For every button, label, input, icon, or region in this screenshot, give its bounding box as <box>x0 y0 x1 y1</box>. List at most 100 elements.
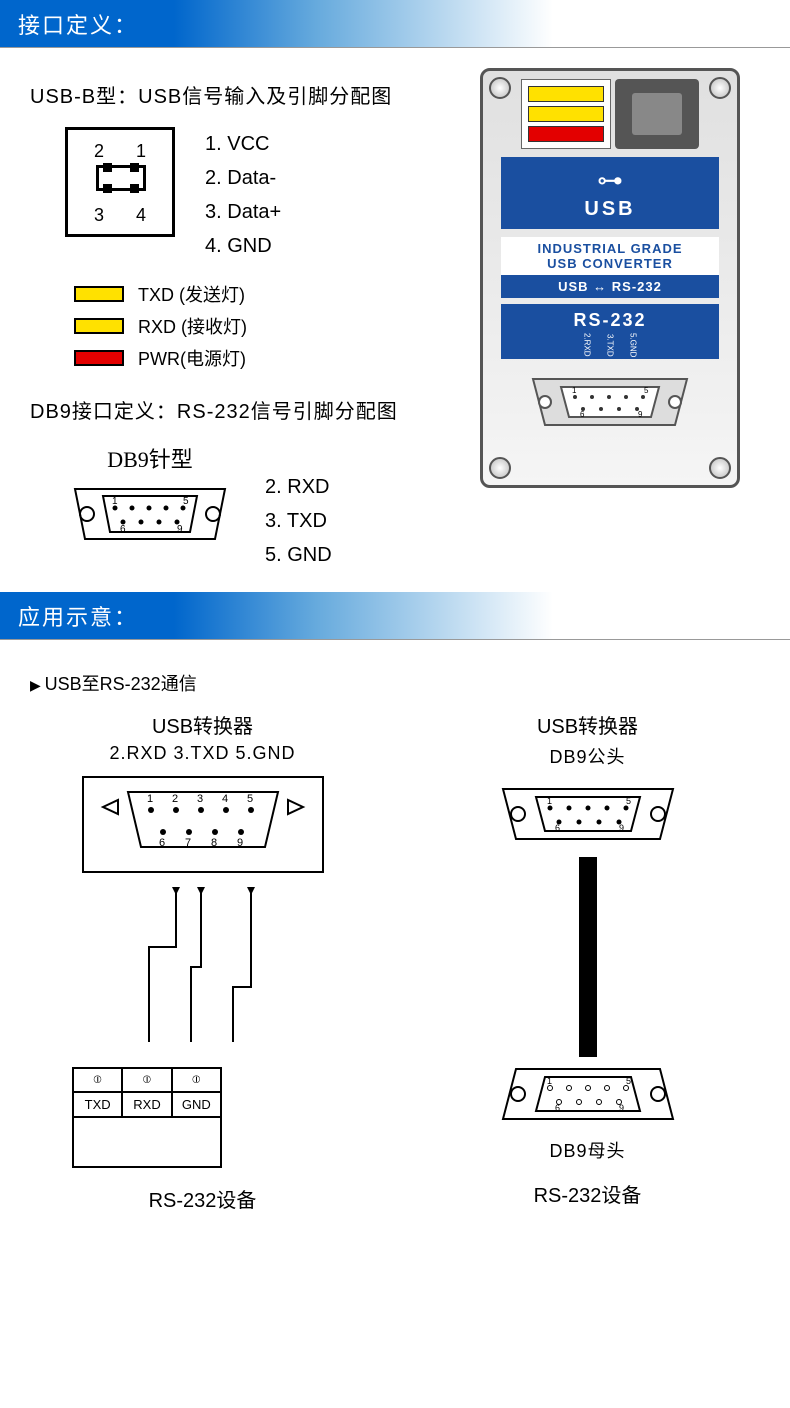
device-usb-panel: ⊶ USB <box>501 157 719 229</box>
svg-text:5: 5 <box>626 796 631 806</box>
app-right-bottom: RS-232设备 <box>415 1179 760 1208</box>
cable-icon <box>579 857 597 1057</box>
led-rxd-swatch <box>74 318 124 334</box>
led-rxd-label: RXD (接收灯) <box>138 313 247 339</box>
svg-text:5: 5 <box>644 386 649 395</box>
pin2-name: Data- <box>227 167 276 189</box>
pin2-num: 2 <box>205 167 216 189</box>
usb-b-block: 2 1 3 4 1. VCC 2. Data- 3. Data+ 4. GN <box>30 127 460 263</box>
terminal-screw-icon: ⦶ <box>173 1069 220 1091</box>
device-rs232-panel: RS-232 2.RXD 3.TXD 5.GND <box>501 304 719 359</box>
app-right-col: USB转换器 DB9公头 1 5 6 9 1 5 6 <box>415 710 760 1213</box>
db9-p3n: 3 <box>265 510 276 532</box>
app-right-bottom-conn: DB9母头 <box>415 1137 760 1163</box>
db9-connector-label: DB9针型 <box>65 442 235 474</box>
terminal-block: ⦶ ⦶ ⦶ TXD RXD GND <box>72 1067 222 1168</box>
section1-content: USB-B型：USB信号输入及引脚分配图 2 1 3 4 1 <box>0 48 790 592</box>
db9-br: 9 <box>177 524 183 535</box>
device-usb-port <box>615 79 699 149</box>
device-line2: USB CONVERTER <box>505 256 715 271</box>
db9-p5n: 5 <box>265 544 276 566</box>
dev-led-3 <box>528 126 604 142</box>
db9-bl: 6 <box>120 524 126 535</box>
led-pwr-swatch <box>74 350 124 366</box>
device-line1: INDUSTRIAL GRADE <box>505 241 715 256</box>
device-db9-port: 15 69 <box>501 367 719 437</box>
svg-text:1: 1 <box>547 1076 552 1086</box>
device-illustration: ⊶ USB INDUSTRIAL GRADE USB CONVERTER USB… <box>480 68 740 488</box>
section-header-application: 应用示意： <box>0 592 790 640</box>
section1-title: 接口定义： <box>18 8 138 40</box>
svg-text:4: 4 <box>222 793 228 805</box>
app-right-top-conn: DB9公头 <box>415 743 760 769</box>
terminal-screw-icon: ⦶ <box>74 1069 123 1091</box>
screw-icon <box>709 457 731 479</box>
device-usb-label: USB <box>505 198 715 221</box>
svg-text:3: 3 <box>197 793 203 805</box>
db9-male-right: 1 5 6 9 <box>488 777 688 857</box>
usb-b-pin-1-label: 1 <box>136 141 146 162</box>
svg-text:9: 9 <box>619 1103 624 1113</box>
device-rs232-pins: 2.RXD 3.TXD 5.GND <box>505 333 715 357</box>
pin4-num: 4 <box>205 235 216 257</box>
db9-female-right: 1 5 6 9 <box>488 1057 688 1137</box>
device-rs232-label: RS-232 <box>505 310 715 331</box>
pin1-num: 1 <box>205 133 216 155</box>
db9-p5: GND <box>287 544 331 566</box>
term-gnd: GND <box>173 1093 220 1116</box>
section2-subheader: USB至RS-232通信 <box>30 670 760 696</box>
led-txd-label: TXD (发送灯) <box>138 281 245 307</box>
svg-text:6: 6 <box>555 823 560 833</box>
led-txd-swatch <box>74 286 124 302</box>
svg-text:5: 5 <box>247 793 253 805</box>
svg-text:6: 6 <box>555 1103 560 1113</box>
svg-text:7: 7 <box>185 837 191 849</box>
db9-block: DB9针型 15 69 2. RXD 3. TXD 5. <box>30 442 460 572</box>
dev-led-1 <box>528 86 604 102</box>
led-rxd: RXD (接收灯) <box>74 313 460 339</box>
device-arrow-line: USB ↔ RS-232 <box>501 275 719 298</box>
screw-icon <box>709 77 731 99</box>
devpin-5gnd: 5.GND <box>629 333 638 357</box>
term-rxd: RXD <box>123 1093 172 1116</box>
dev-led-2 <box>528 106 604 122</box>
app-left-bottom: RS-232设备 <box>30 1184 375 1213</box>
svg-text:9: 9 <box>619 823 624 833</box>
svg-text:9: 9 <box>638 410 643 419</box>
pin3-num: 3 <box>205 201 216 223</box>
led-pwr: PWR(电源灯) <box>74 345 460 371</box>
db9-p2: RXD <box>287 476 329 498</box>
app-left-db9: 12345 6789 <box>73 772 333 882</box>
section2-content: USB至RS-232通信 USB转换器 2.RXD 3.TXD 5.GND 1 2… <box>0 640 790 1233</box>
usb-icon: ⊶ <box>505 165 715 196</box>
usb-b-title: USB-B型：USB信号输入及引脚分配图 <box>30 80 460 109</box>
db9-tl: 1 <box>112 496 118 507</box>
led-txd: TXD (发送灯) <box>74 281 460 307</box>
svg-text:2: 2 <box>172 793 178 805</box>
svg-text:5: 5 <box>626 1076 631 1086</box>
usb-b-pin-3-label: 3 <box>94 205 104 226</box>
svg-text:1: 1 <box>147 793 153 805</box>
screw-icon <box>489 77 511 99</box>
db9-pin-list: 2. RXD 3. TXD 5. GND <box>265 470 332 572</box>
svg-text:6: 6 <box>159 837 165 849</box>
usb-b-inner <box>96 165 146 191</box>
pin4-name: GND <box>227 235 271 257</box>
svg-text:1: 1 <box>547 796 552 806</box>
device-top <box>521 79 699 149</box>
usb-b-pin-4-label: 4 <box>136 205 146 226</box>
db9-p3: TXD <box>287 510 327 532</box>
app-left-pins: 2.RXD 3.TXD 5.GND <box>30 743 375 764</box>
section2-title: 应用示意： <box>18 600 138 632</box>
devpin-2rxd: 2.RXD <box>583 333 592 357</box>
app-left-col: USB转换器 2.RXD 3.TXD 5.GND 12345 6789 <box>30 710 375 1213</box>
svg-text:1: 1 <box>572 386 577 395</box>
pin1-name: VCC <box>227 133 269 155</box>
terminal-screw-icon: ⦶ <box>123 1069 172 1091</box>
usb-b-pin-2-label: 2 <box>94 141 104 162</box>
pin3-name: Data+ <box>227 201 281 223</box>
db9-male-diagram: 15 69 <box>65 474 235 554</box>
app-right-title: USB转换器 <box>415 710 760 739</box>
term-txd: TXD <box>74 1093 123 1116</box>
svg-text:9: 9 <box>237 837 243 849</box>
